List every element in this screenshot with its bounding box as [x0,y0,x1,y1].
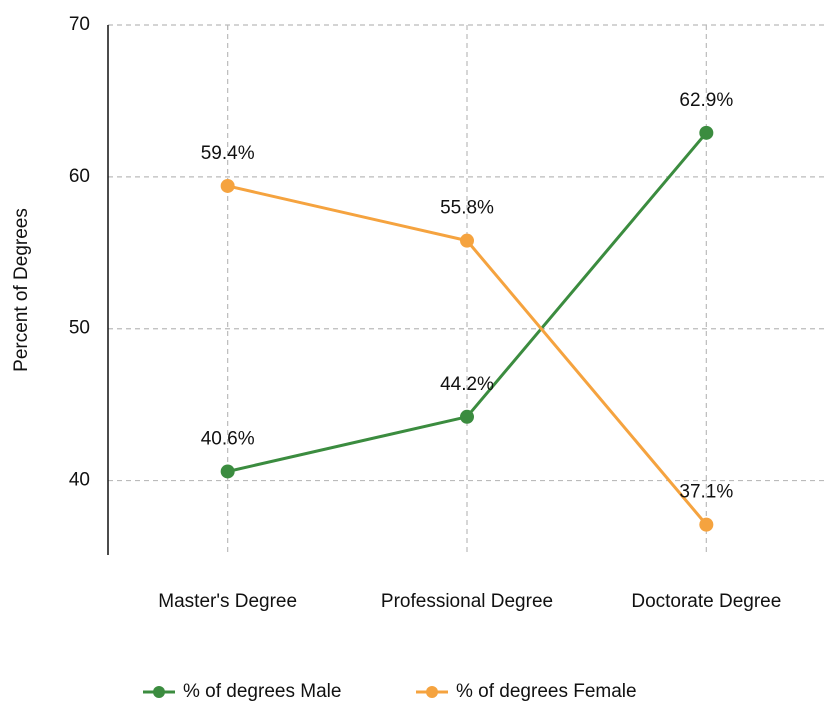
x-tick-label: Master's Degree [158,591,297,612]
y-tick-label: 40 [69,470,90,491]
point [460,409,474,424]
x-tick-label: Professional Degree [381,591,553,612]
point [220,178,235,193]
value-label: 44.2% [440,374,494,395]
value-label: 59.4% [201,143,255,164]
point [699,125,714,140]
value-label: 62.9% [679,90,733,111]
legend-dot [426,686,438,698]
y-tick-label: 60 [69,166,90,187]
legend-label: % of degrees Male [183,681,341,702]
y-axis-label: Percent of Degrees [11,208,32,372]
legend-dot [153,686,165,698]
point [220,464,235,479]
point [460,233,474,248]
legend-label: % of degrees Female [456,681,637,702]
y-tick-label: 70 [69,14,90,35]
y-tick-label: 50 [69,318,90,339]
point [699,517,714,532]
x-tick-label: Doctorate Degree [631,591,781,612]
value-label: 55.8% [440,198,494,219]
value-label: 40.6% [201,428,255,449]
value-label: 37.1% [679,482,733,503]
